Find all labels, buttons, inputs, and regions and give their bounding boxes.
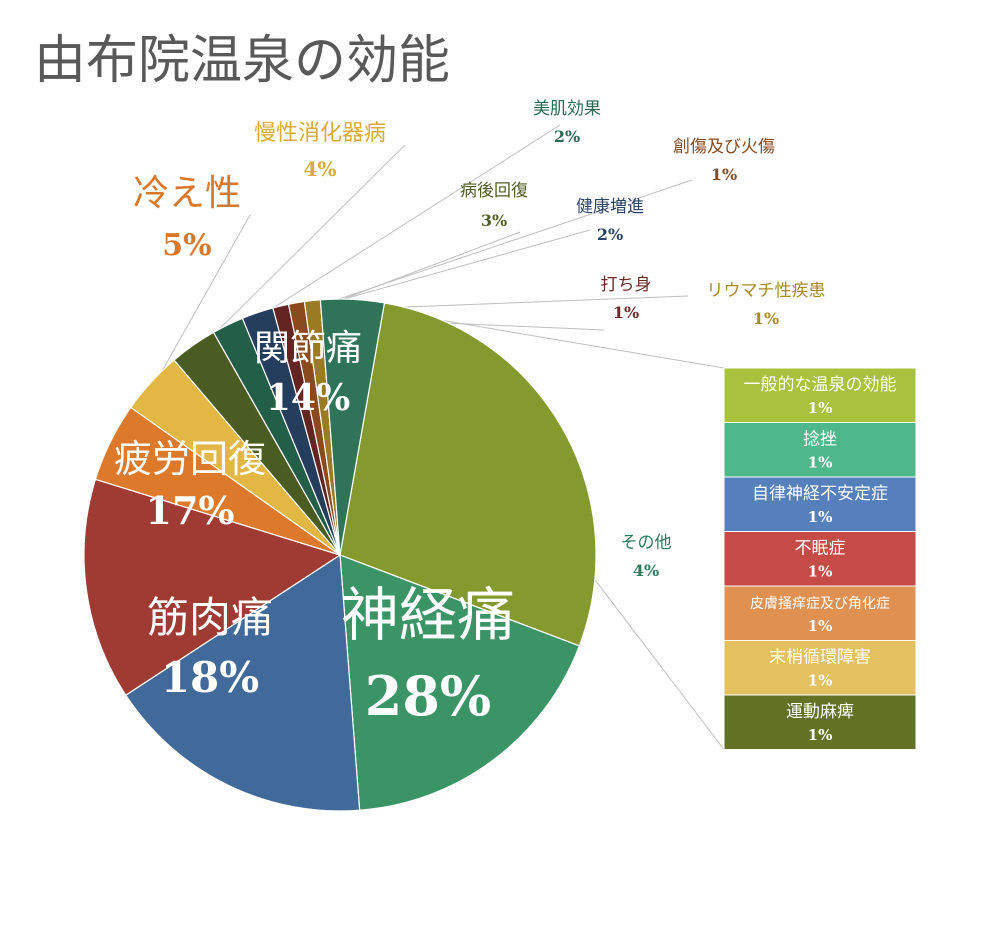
slice-label: 創傷及び火傷 (673, 137, 775, 157)
other-item-percent: 1% (808, 617, 833, 635)
slice-percent: 1% (711, 165, 737, 184)
pie-slice (339, 302, 597, 647)
slice-label: その他 (621, 533, 672, 553)
slice-percent: 4% (304, 157, 337, 181)
leader-line (231, 124, 561, 335)
slice-label: 美肌効果 (533, 99, 601, 119)
slice-labels: 神経痛 28% 筋肉痛 18% 疲労回復 17% 関節痛 14% 冷え性 5% 慢性消化器病 4% 病後… (114, 99, 826, 728)
other-item-box (723, 531, 917, 587)
slice-label: 慢性消化器病 (254, 121, 386, 146)
other-item-percent: 1% (808, 508, 833, 526)
slice-percent: 28% (365, 664, 491, 728)
other-item-label: 捻挫 (803, 430, 837, 450)
slice-percent: 2% (597, 225, 623, 244)
slice-percent: 2% (554, 127, 580, 146)
slice-percent: 3% (481, 211, 507, 230)
pie-slice (339, 554, 581, 811)
other-item-label: 末梢循環障害 (769, 648, 871, 668)
slice-label: 冷え性 (133, 173, 241, 214)
slice-percent: 5% (162, 228, 211, 263)
slice-percent: 17% (146, 488, 235, 533)
other-item-percent: 1% (808, 672, 833, 690)
other-item-box (723, 367, 917, 423)
pie-slices (83, 298, 597, 812)
slice-percent: 1% (753, 309, 779, 328)
other-item-box (723, 694, 917, 750)
other-item-label: 運動麻痺 (786, 702, 854, 722)
other-item-percent: 1% (808, 454, 833, 472)
other-item-percent: 1% (808, 399, 833, 417)
other-item-box (723, 422, 917, 478)
other-breakdown-box: 一般的な温泉の効能 1% 捻挫 1% 自律神経不安定症 1% 不眠症 1% 皮膚掻痒症及び角化症… (723, 367, 917, 750)
slice-percent: 18% (161, 653, 259, 702)
slice-percent: 4% (633, 561, 659, 580)
other-item-percent: 1% (808, 563, 833, 581)
other-item-label: 一般的な温泉の効能 (744, 375, 897, 395)
slice-label: 筋肉痛 (147, 593, 273, 642)
slice-label: 疲労回復 (114, 437, 266, 481)
slice-label: リウマチ性疾患 (707, 281, 826, 301)
pie-slice (124, 553, 361, 812)
other-item-label: 不眠症 (795, 539, 846, 559)
pie-slice (83, 478, 342, 697)
slice-label: 神経痛 (341, 581, 515, 649)
slice-label: 関節痛 (254, 328, 362, 369)
other-item-label: 自律神経不安定症 (752, 484, 888, 504)
slice-percent: 1% (613, 303, 639, 322)
chart-title: 由布院温泉の効能 (34, 31, 450, 91)
slice-percent: 14% (266, 377, 350, 419)
slice-label: 健康増進 (576, 197, 644, 217)
pie-slice (319, 298, 386, 556)
other-item-box (723, 585, 917, 641)
slice-label: 病後回復 (460, 181, 528, 201)
leader-line (298, 179, 693, 314)
slice-label: 打ち身 (601, 275, 652, 295)
other-item-label: 皮膚掻痒症及び角化症 (750, 596, 890, 612)
other-item-percent: 1% (808, 726, 833, 744)
